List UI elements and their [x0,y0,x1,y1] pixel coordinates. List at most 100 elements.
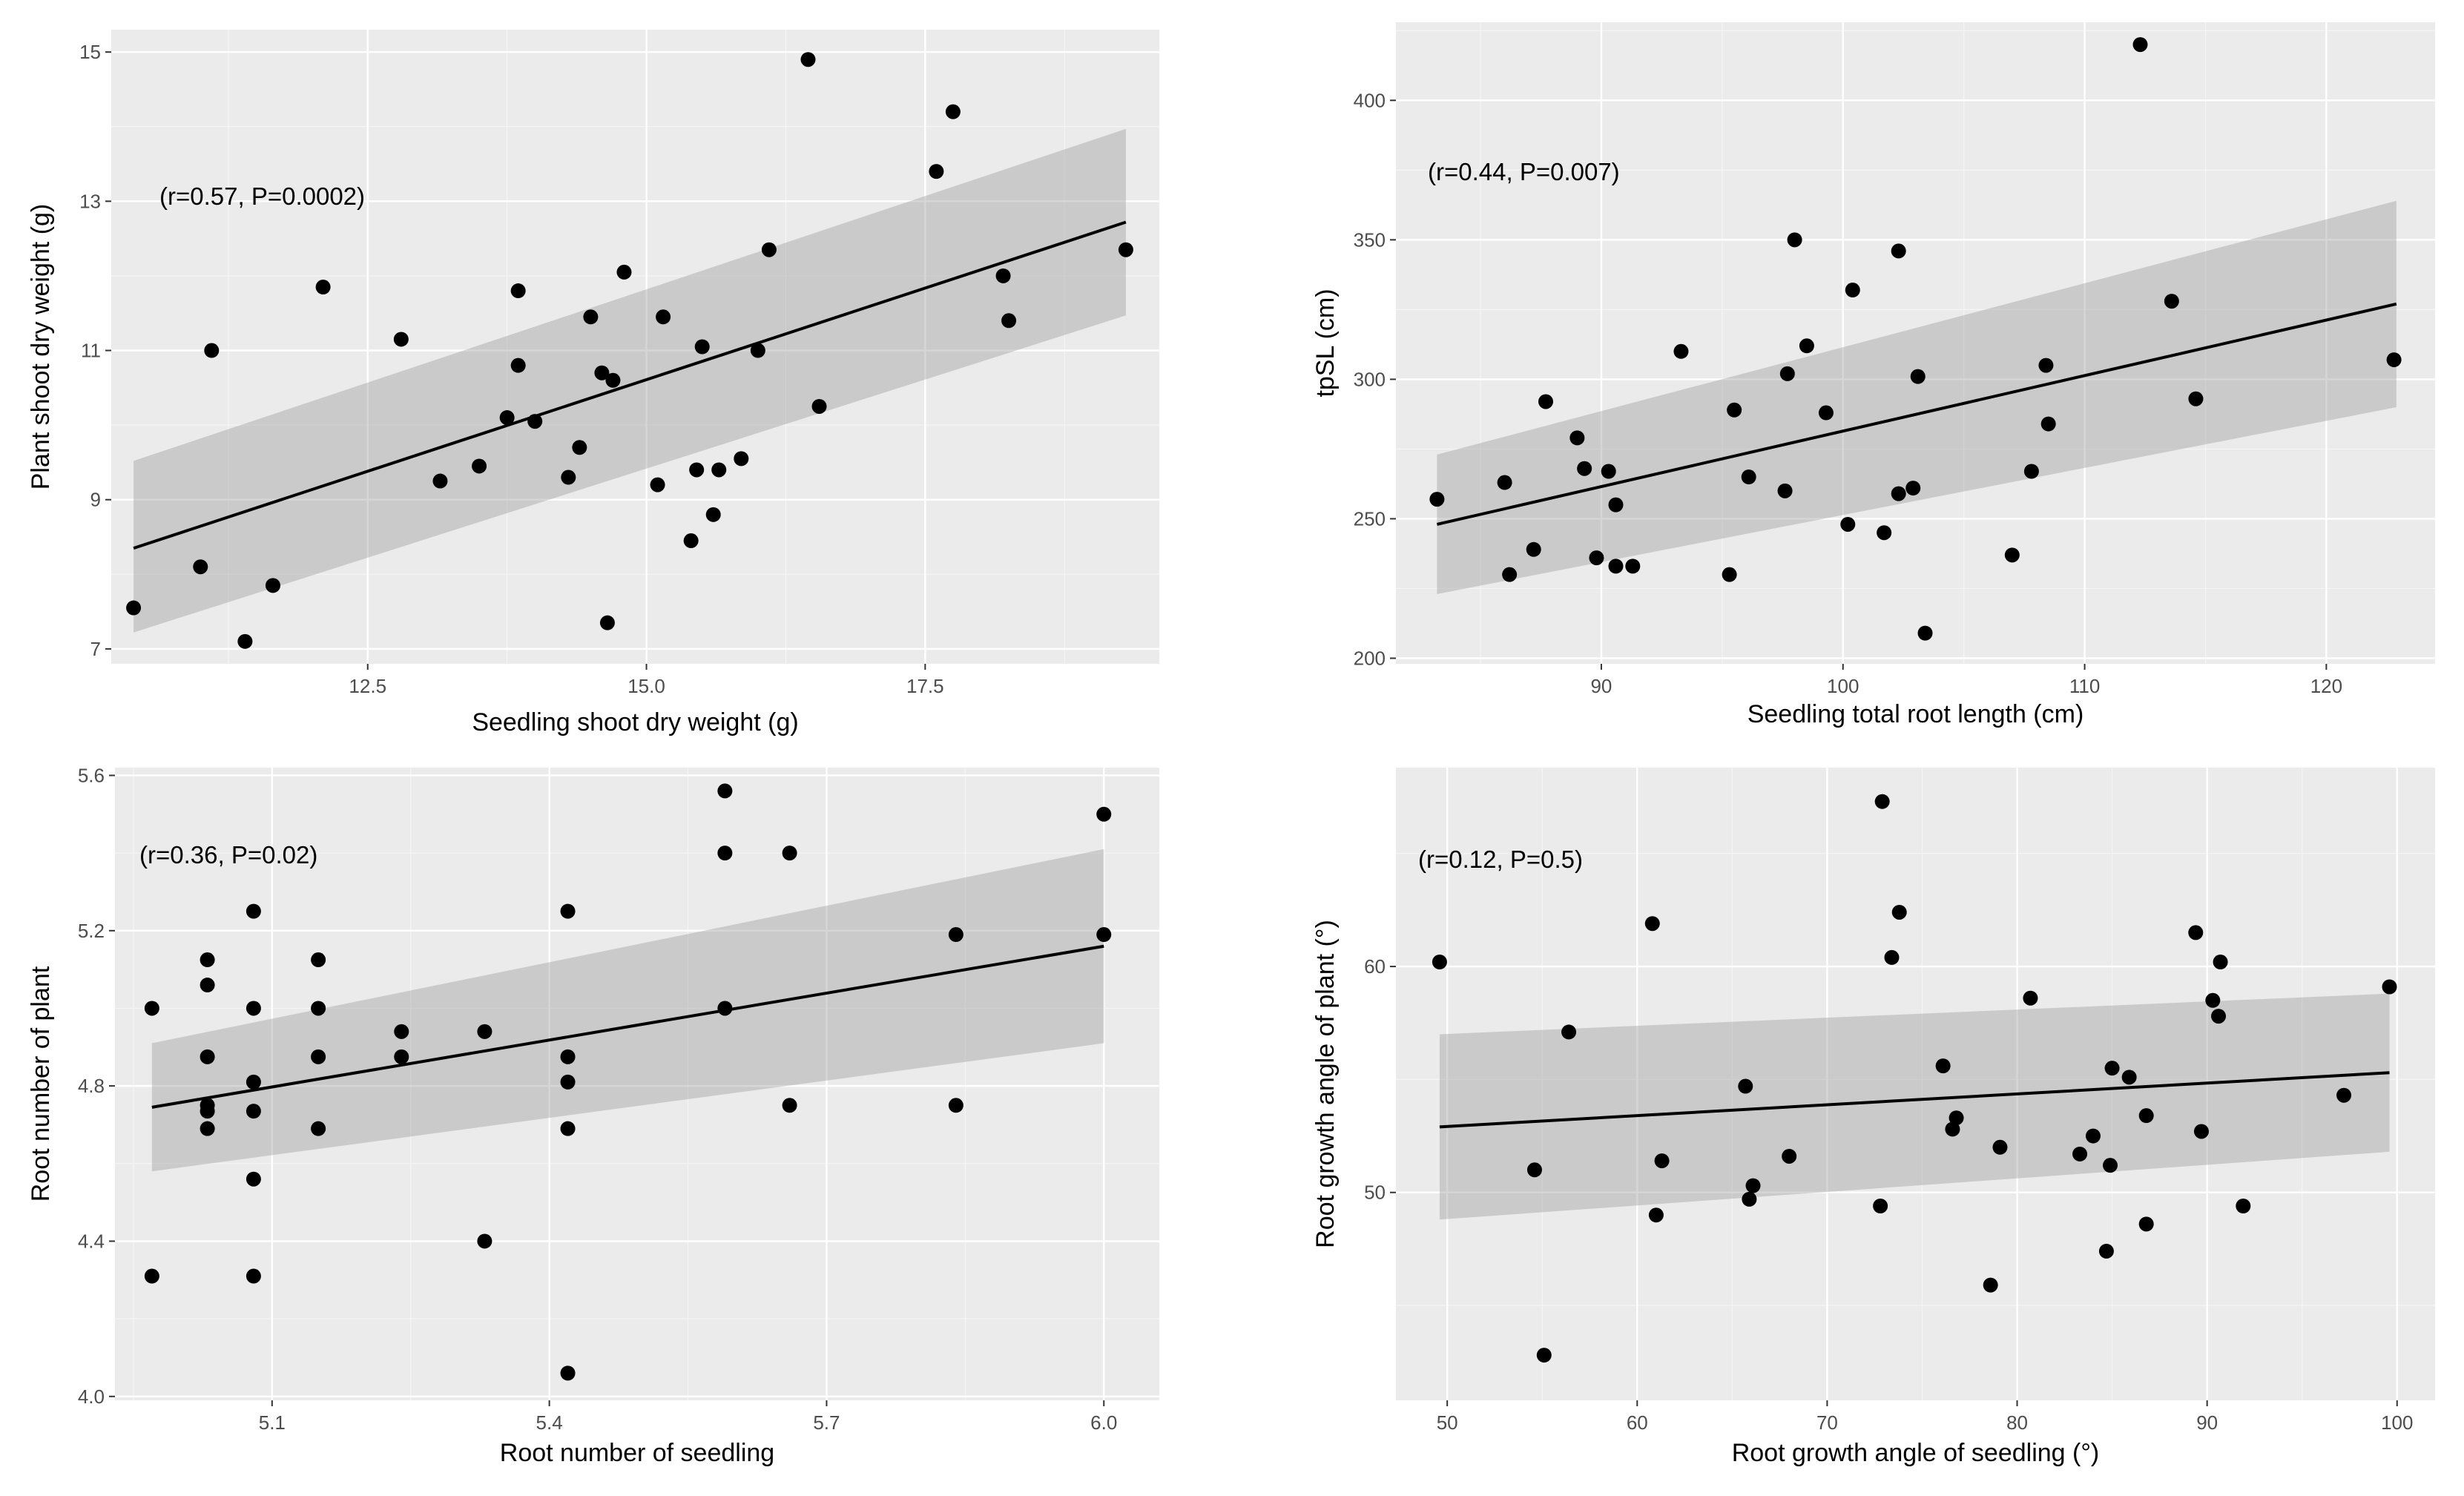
y-tick-label: 250 [1354,507,1386,530]
data-point [656,309,671,325]
data-point [948,927,963,943]
data-point [311,1049,326,1064]
correlation-annotation: (r=0.12, P=0.5) [1418,846,1583,873]
data-point [2023,464,2039,479]
data-point [1561,1024,1577,1040]
data-point [1608,558,1624,574]
plot-background [111,30,1159,664]
data-point [1818,405,1834,421]
y-tick-label: 7 [90,638,101,660]
data-point [1741,469,1756,485]
data-point [1538,394,1554,409]
data-point [510,283,526,299]
data-point [599,615,615,630]
data-point [200,952,215,968]
data-point [2382,979,2397,995]
data-point [782,1098,797,1113]
data-point [200,1104,215,1119]
data-point [1884,949,1900,965]
data-point [583,309,599,325]
y-tick-label: 60 [1364,955,1386,978]
data-point [1654,1153,1670,1169]
data-point [1742,1191,1757,1207]
data-point [717,1001,733,1016]
x-axis-title: Seedling total root length (cm) [1747,700,2084,728]
regression-line [151,944,1104,1109]
data-point [477,1024,493,1039]
data-point [560,1049,576,1064]
data-point [477,1233,493,1249]
data-point [650,477,665,492]
data-point [1502,567,1518,582]
data-point [246,1074,261,1090]
correlation-annotation: (r=0.44, P=0.007) [1428,158,1620,185]
x-tick-label: 90 [1590,675,1612,697]
x-tick-label: 6.0 [1090,1411,1117,1434]
confidence-band [134,128,1126,633]
y-tick-label: 9 [90,489,101,511]
data-point [1779,366,1795,381]
data-point [782,846,797,861]
data-point [1625,558,1641,574]
x-tick-label: 17.5 [906,675,944,697]
data-point [1569,430,1585,446]
data-point [2188,391,2204,406]
data-point [394,1049,409,1064]
plot-background [1396,768,2435,1400]
correlation-annotation: (r=0.36, P=0.02) [139,841,317,869]
x-axis-title: Seedling shoot dry weight (g) [472,708,798,737]
x-tick-label: 5.1 [259,1411,286,1434]
data-point [560,903,576,919]
data-point [200,1049,215,1064]
data-point [1497,475,1512,490]
data-point [683,533,699,549]
data-point [1917,625,1933,641]
data-point [1840,516,1856,532]
data-point [1096,927,1112,943]
data-point [246,1001,261,1016]
data-point [246,903,261,919]
y-tick-label: 4.8 [78,1075,105,1097]
data-point [1648,1207,1664,1223]
data-point [200,1121,215,1136]
panel-shoot-weight: 12.5 15.0 17.5 7 9 11 13 15 Seedling shoot dry w… [27,30,1159,737]
data-point [2193,1124,2209,1139]
data-point [193,559,208,575]
data-point [1001,313,1017,329]
x-tick-label: 5.4 [536,1411,563,1434]
data-point [1905,481,1921,496]
data-point [2164,294,2179,309]
data-point [265,578,280,593]
data-point [948,1098,963,1113]
data-point [311,952,326,968]
data-point [717,783,733,799]
x-tick-label: 12.5 [349,675,386,697]
regression-line [1439,1071,2390,1129]
data-point [2138,1108,2154,1124]
data-point [2205,992,2221,1008]
data-point [1526,1162,1542,1178]
data-point [2040,416,2056,432]
data-point [311,1121,326,1136]
x-axis-title: Root growth angle of seedling (°) [1732,1439,2100,1467]
data-point [126,600,142,616]
x-tick-label: 100 [1827,675,1859,697]
x-tick-label: 100 [2381,1411,2413,1434]
data-point [800,52,816,67]
data-point [1949,1110,1964,1126]
data-point [995,268,1011,283]
data-point [1727,402,1742,418]
data-point [1992,1139,2008,1155]
data-point [1873,1199,1888,1214]
regression-line [133,220,1127,550]
data-point [689,462,705,478]
x-tick-label: 80 [2006,1411,2028,1434]
y-tick-label: 15 [79,41,101,63]
y-axis-title: tpSL (cm) [1311,289,1340,397]
data-point [1745,1178,1761,1193]
data-point [2213,954,2228,969]
data-point [717,846,733,861]
x-tick-label: 5.7 [813,1411,840,1434]
y-tick-label: 5.6 [78,764,105,786]
data-point [237,633,253,649]
